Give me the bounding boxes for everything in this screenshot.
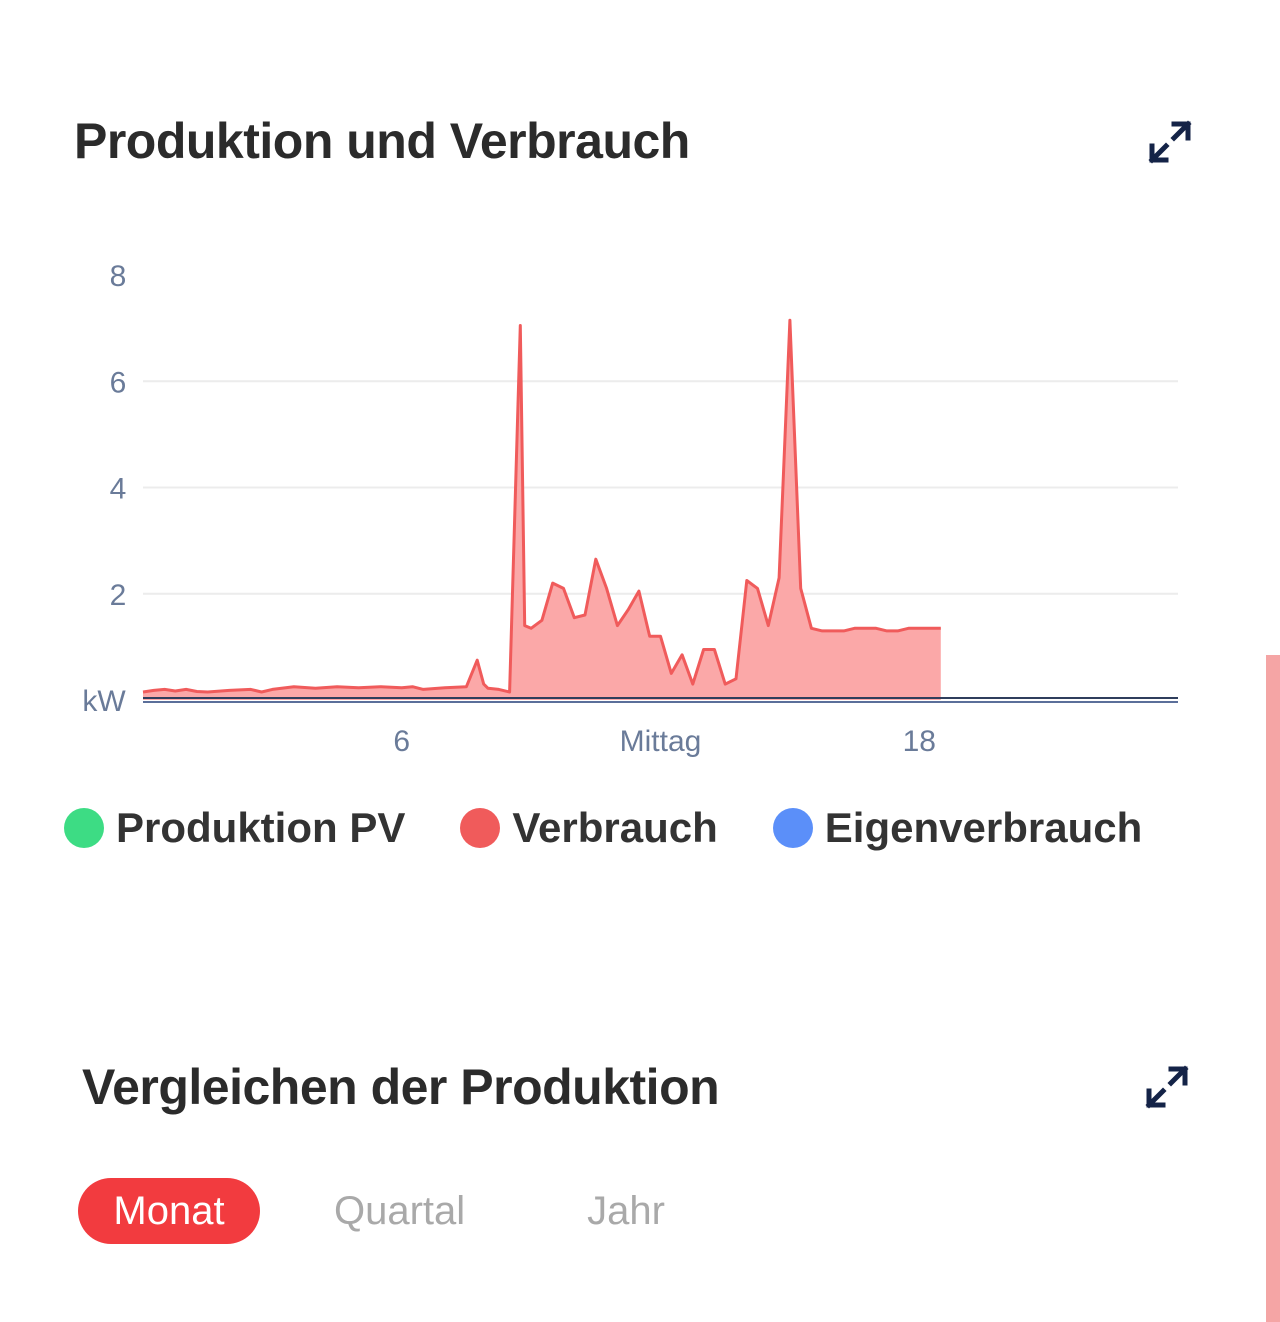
y-tick-label: 8 (110, 260, 127, 293)
expand-chart-button[interactable] (1142, 114, 1198, 170)
expand-arrows-icon (1145, 1065, 1189, 1109)
x-tick-label: 6 (393, 725, 410, 758)
x-tick-label: Mittag (620, 725, 702, 758)
tab-month[interactable]: Monat (78, 1178, 260, 1244)
legend-item-production-pv[interactable]: Produktion PV (64, 804, 405, 852)
tab-year[interactable]: Jahr (587, 1188, 665, 1233)
consumption-line (142, 318, 941, 694)
legend-item-self-consumption[interactable]: Eigenverbrauch (772, 804, 1143, 852)
compare-production-title: Vergleichen der Produktion (82, 1059, 720, 1115)
chart-series-layer (142, 318, 941, 700)
chart-legend: Produktion PV Verbrauch Eigenverbrauch (64, 798, 1197, 858)
expand-arrows-icon (1148, 120, 1192, 164)
legend-dot-consumption (460, 808, 501, 848)
production-consumption-title: Produktion und Verbrauch (74, 113, 690, 169)
legend-dot-self-consumption (772, 808, 813, 848)
tab-quarter[interactable]: Quartal (334, 1188, 466, 1233)
period-tabs: Monat Quartal Jahr (78, 1178, 665, 1244)
consumption-area (143, 320, 941, 700)
y-tick-label: 2 (110, 579, 127, 612)
chart-grid (143, 380, 1178, 595)
legend-item-consumption[interactable]: Verbrauch (460, 804, 718, 852)
expand-comparison-button[interactable] (1139, 1059, 1195, 1115)
legend-label: Verbrauch (512, 804, 718, 851)
x-axis-ticks: 6 Mittag 18 (393, 725, 936, 758)
y-axis-ticks: 2 4 6 8 kW (82, 260, 126, 718)
legend-label: Eigenverbrauch (824, 804, 1143, 851)
y-unit-label: kW (82, 685, 126, 718)
legend-label: Produktion PV (116, 804, 406, 851)
y-tick-label: 6 (110, 366, 127, 399)
scrollbar[interactable] (1266, 655, 1280, 1322)
legend-dot-production-pv (64, 808, 104, 848)
chart-baseline (143, 697, 1178, 703)
x-tick-label: 18 (903, 725, 936, 758)
production-consumption-chart: 2 4 6 8 kW 6 Mittag 18 (82, 260, 1178, 758)
y-tick-label: 4 (110, 473, 127, 506)
